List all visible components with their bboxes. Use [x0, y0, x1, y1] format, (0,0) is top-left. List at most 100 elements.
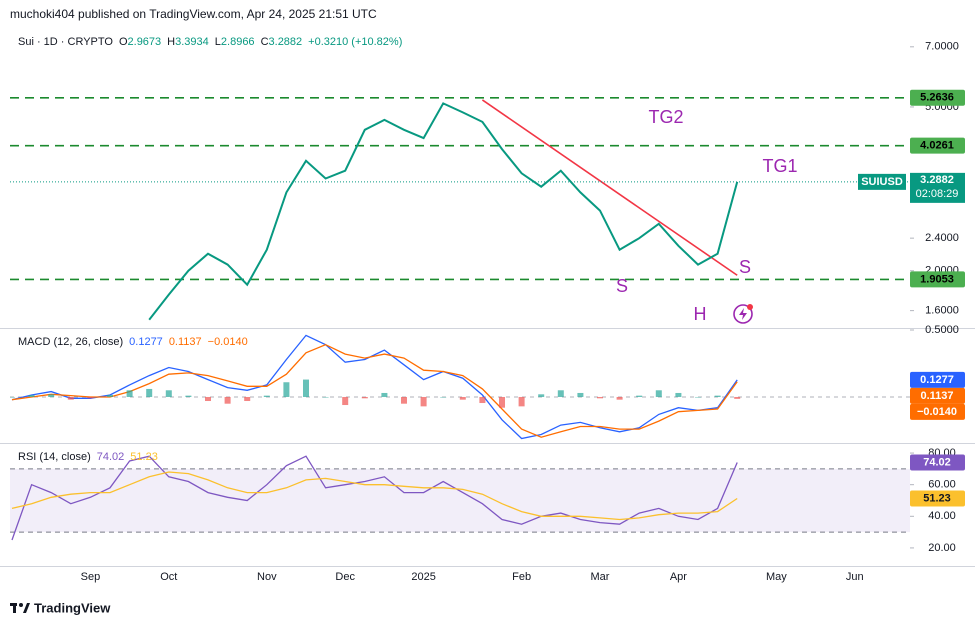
histogram-bar — [146, 388, 153, 397]
series-line — [11, 455, 738, 541]
series-line — [11, 471, 738, 521]
value-label: 1.9053 — [920, 273, 954, 285]
histogram-bar — [499, 396, 505, 408]
annotation: S — [616, 276, 628, 296]
value-box — [910, 89, 965, 106]
icon[interactable] — [733, 304, 753, 324]
value-box — [910, 387, 965, 404]
x-tick-label: Oct — [160, 571, 177, 583]
histogram-bar — [244, 396, 251, 402]
footer: TradingView — [34, 600, 111, 615]
series-line — [11, 334, 738, 440]
histogram-bar — [263, 395, 270, 397]
ohlc-key: O — [119, 36, 128, 48]
ohlc-key: C — [261, 36, 269, 48]
x-tick-label: Nov — [257, 571, 277, 583]
value-box — [910, 137, 965, 154]
histogram-bar — [714, 395, 721, 397]
ohlc-value: 3.2882 — [269, 36, 303, 48]
countdown: 02:08:29 — [916, 188, 959, 200]
price-label: 3.2882 — [920, 174, 954, 186]
header: muchoki404 published on TradingView.com,… — [10, 7, 377, 21]
value-label: −0.0140 — [917, 406, 957, 418]
x-tick-label: Apr — [670, 571, 687, 583]
change: +0.3210 (+10.82%) — [308, 36, 402, 48]
histogram-bar — [459, 396, 466, 400]
histogram-bar — [734, 396, 741, 399]
histogram-bar — [616, 396, 623, 400]
histogram-bar — [440, 396, 447, 398]
ohlc-key: H — [167, 36, 175, 48]
x-tick-label: 2025 — [411, 571, 435, 583]
histogram-bar — [303, 379, 309, 397]
y-tick-label: 0.5000 — [925, 324, 959, 336]
pane — [10, 455, 910, 541]
annotation: TG1 — [762, 156, 797, 176]
histogram-bar — [557, 390, 564, 397]
histogram-bar — [283, 382, 290, 397]
y-tick-label: 2.4000 — [925, 232, 959, 244]
value-label: 51.23 — [923, 492, 951, 504]
band-fill — [10, 468, 910, 533]
value-box — [910, 271, 965, 288]
annotation: S — [739, 257, 751, 277]
footer-logo — [10, 603, 30, 613]
symbol-label: SUIUSD — [861, 176, 903, 188]
x-tick-label: Jun — [846, 571, 864, 583]
value-label: 0.1137 — [920, 390, 953, 402]
histogram-bar — [381, 392, 388, 397]
value-label: 74.02 — [923, 456, 951, 468]
histogram-bar — [126, 390, 133, 397]
x-tick-label: Sep — [81, 571, 101, 583]
legend-value: −0.0140 — [208, 336, 248, 348]
x-tick-label: Mar — [591, 571, 610, 583]
legend-title: Sui · 1D · CRYPTO — [18, 36, 113, 48]
histogram-bar — [342, 396, 349, 406]
histogram-bar — [205, 396, 211, 402]
histogram-bar — [479, 396, 486, 404]
value-label: 5.2636 — [920, 92, 954, 104]
legend-value: 0.1137 — [169, 336, 202, 348]
symbol-box — [858, 173, 906, 190]
trend-line — [481, 99, 738, 276]
histogram-bar — [10, 396, 15, 398]
y-tick-label: 7.0000 — [925, 41, 959, 53]
histogram-bar — [636, 395, 643, 397]
value-label: 0.1277 — [920, 374, 954, 386]
ohlc-value: 3.3934 — [175, 36, 209, 48]
histogram-bar — [185, 395, 192, 397]
y-tick-label: 20.00 — [928, 542, 956, 554]
pane — [10, 96, 910, 321]
series-line — [148, 102, 739, 321]
legend-value: 51.23 — [130, 451, 158, 463]
histogram-bar — [224, 396, 231, 404]
histogram-bar — [107, 394, 113, 397]
series-line — [11, 343, 738, 438]
annotation: TG2 — [648, 107, 683, 127]
histogram-bar — [48, 394, 55, 397]
histogram-bar — [67, 396, 74, 400]
histogram-bar — [420, 396, 427, 407]
value-box — [910, 371, 965, 388]
y-tick-label: 1.6000 — [925, 305, 959, 317]
value-box — [910, 403, 965, 420]
value-box — [910, 490, 965, 507]
y-tick-label: 60.00 — [928, 479, 956, 491]
histogram-bar — [87, 396, 94, 399]
histogram-bar — [597, 396, 603, 399]
ohlc-value: 2.8966 — [221, 36, 255, 48]
price-box — [910, 172, 965, 203]
legend-title: RSI (14, close) — [18, 451, 91, 463]
histogram-bar — [361, 396, 368, 399]
x-tick-label: Feb — [512, 571, 531, 583]
histogram-bar — [28, 394, 35, 397]
ohlc-value: 2.9673 — [128, 36, 162, 48]
value-box — [910, 454, 965, 471]
histogram-bar — [538, 394, 545, 397]
x-tick-label: Dec — [335, 571, 355, 583]
legend-value: 74.02 — [97, 451, 125, 463]
legend-title: MACD (12, 26, close) — [18, 336, 123, 348]
